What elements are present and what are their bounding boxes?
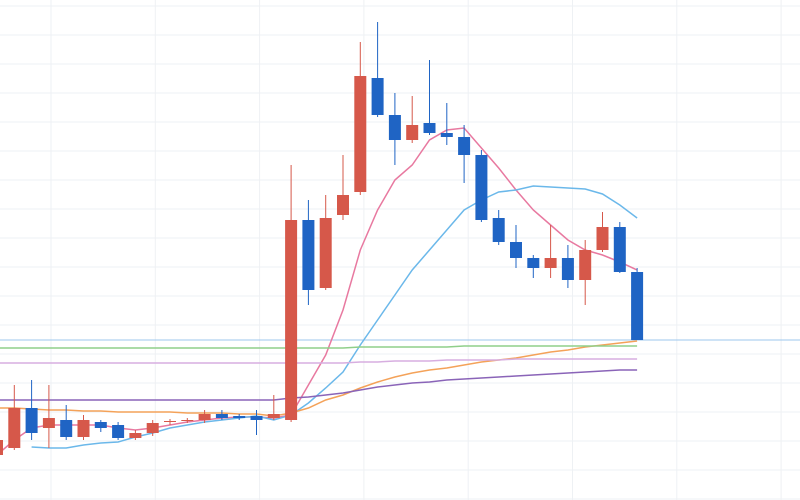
- candle-body: [458, 137, 471, 155]
- candle-body: [544, 258, 557, 268]
- candle-body: [631, 272, 644, 340]
- candle-body: [423, 123, 436, 133]
- candle-body: [215, 414, 228, 418]
- candle-body: [146, 423, 159, 433]
- moving-average-line: [0, 345, 638, 349]
- candle-body: [388, 115, 401, 140]
- candle-body: [60, 420, 73, 437]
- candle-body: [0, 440, 3, 455]
- moving-average-line: [0, 369, 638, 401]
- candle-body: [94, 422, 107, 428]
- candle-body: [42, 418, 55, 428]
- candle-body: [181, 420, 194, 421]
- candle-body: [613, 227, 626, 272]
- candle-body: [371, 78, 384, 115]
- candle-body: [25, 408, 38, 433]
- candle-body: [8, 408, 21, 448]
- moving-average-line: [0, 127, 638, 454]
- candle-body: [440, 133, 453, 137]
- candle-body: [77, 420, 90, 437]
- candle-body: [561, 258, 574, 280]
- candle-body: [579, 250, 592, 280]
- candle-body: [285, 220, 298, 420]
- candle-body: [250, 416, 263, 420]
- candle-body: [337, 195, 349, 215]
- candle-body: [319, 218, 332, 288]
- candle-body: [406, 125, 419, 140]
- candle-body: [129, 433, 142, 438]
- moving-average-line: [0, 358, 638, 364]
- candle-body: [267, 414, 280, 418]
- candle-body: [527, 258, 540, 268]
- candle-body: [510, 242, 522, 258]
- candle-body: [475, 155, 488, 220]
- candle-body: [302, 220, 315, 290]
- moving-average-line: [31, 185, 638, 449]
- moving-average-line: [0, 340, 638, 417]
- candle-body: [596, 227, 609, 250]
- candle-body: [354, 76, 367, 192]
- candle-body: [164, 421, 176, 422]
- candle-body: [233, 416, 246, 418]
- candle-body: [198, 414, 211, 420]
- candle-body: [492, 218, 505, 242]
- candle-body: [112, 425, 125, 438]
